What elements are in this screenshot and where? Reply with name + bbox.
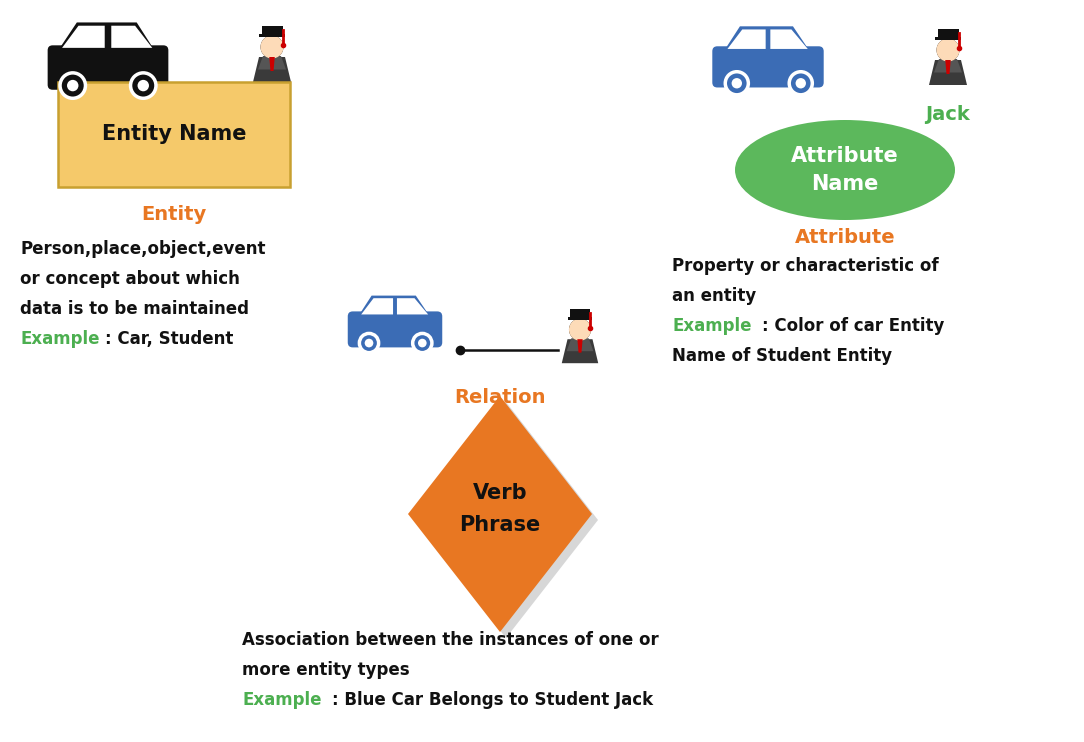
Polygon shape — [771, 30, 808, 49]
Circle shape — [725, 72, 748, 95]
Circle shape — [260, 36, 284, 59]
Text: Attribute
Name: Attribute Name — [791, 146, 899, 194]
Text: Association between the instances of one or: Association between the instances of one… — [242, 631, 659, 649]
Text: Name of Student Entity: Name of Student Entity — [672, 347, 892, 365]
Text: more entity types: more entity types — [242, 661, 410, 679]
FancyBboxPatch shape — [48, 45, 168, 90]
Circle shape — [418, 338, 427, 347]
Polygon shape — [358, 295, 430, 318]
Text: : Blue Car Belongs to Student Jack: : Blue Car Belongs to Student Jack — [332, 691, 654, 709]
FancyBboxPatch shape — [59, 82, 291, 187]
Circle shape — [67, 80, 78, 91]
Text: an entity: an entity — [672, 287, 757, 305]
Polygon shape — [727, 30, 765, 49]
Text: Attribute: Attribute — [795, 228, 895, 246]
Polygon shape — [57, 22, 156, 52]
Circle shape — [937, 39, 959, 62]
Polygon shape — [723, 26, 811, 53]
Circle shape — [937, 39, 959, 62]
Text: Verb
Phrase: Verb Phrase — [460, 482, 541, 536]
Circle shape — [262, 38, 282, 58]
Polygon shape — [361, 298, 393, 315]
Polygon shape — [112, 26, 152, 48]
Polygon shape — [934, 59, 962, 73]
FancyBboxPatch shape — [570, 309, 590, 317]
Polygon shape — [62, 26, 105, 48]
Polygon shape — [567, 338, 593, 351]
Circle shape — [732, 78, 741, 88]
Text: or concept about which: or concept about which — [20, 270, 240, 288]
Text: : Car, Student: : Car, Student — [105, 330, 233, 348]
Text: Entity: Entity — [141, 205, 207, 223]
Text: Entity Name: Entity Name — [102, 124, 246, 144]
Polygon shape — [945, 60, 951, 74]
Circle shape — [569, 318, 591, 341]
FancyBboxPatch shape — [712, 46, 824, 88]
FancyBboxPatch shape — [261, 26, 283, 34]
FancyBboxPatch shape — [348, 312, 442, 347]
Text: Relation: Relation — [454, 387, 545, 407]
Polygon shape — [929, 60, 967, 85]
Circle shape — [570, 321, 590, 340]
Text: data is to be maintained: data is to be maintained — [20, 300, 249, 318]
FancyBboxPatch shape — [568, 317, 593, 320]
Polygon shape — [253, 57, 291, 82]
Circle shape — [360, 333, 378, 352]
Ellipse shape — [735, 120, 955, 220]
Circle shape — [138, 80, 149, 91]
Polygon shape — [562, 339, 598, 363]
Polygon shape — [414, 402, 598, 638]
FancyBboxPatch shape — [938, 29, 958, 37]
Polygon shape — [269, 57, 274, 71]
Text: Property or characteristic of: Property or characteristic of — [672, 257, 939, 275]
Text: : Color of car Entity: : Color of car Entity — [762, 317, 944, 335]
FancyBboxPatch shape — [259, 34, 285, 37]
Text: Example: Example — [672, 317, 751, 335]
Circle shape — [130, 73, 156, 98]
Circle shape — [413, 333, 431, 352]
FancyBboxPatch shape — [935, 37, 962, 40]
Text: Person,place,object,event: Person,place,object,event — [20, 240, 266, 258]
Polygon shape — [397, 298, 428, 315]
Text: Example: Example — [242, 691, 322, 709]
Circle shape — [938, 41, 958, 61]
Circle shape — [60, 73, 86, 98]
Polygon shape — [578, 339, 582, 352]
Circle shape — [569, 318, 591, 341]
Circle shape — [260, 36, 284, 59]
Circle shape — [796, 78, 806, 88]
Text: Jack: Jack — [926, 105, 970, 123]
Text: Example: Example — [20, 330, 100, 348]
Circle shape — [364, 338, 373, 347]
Polygon shape — [408, 396, 592, 632]
Circle shape — [789, 72, 812, 95]
Polygon shape — [258, 56, 286, 70]
